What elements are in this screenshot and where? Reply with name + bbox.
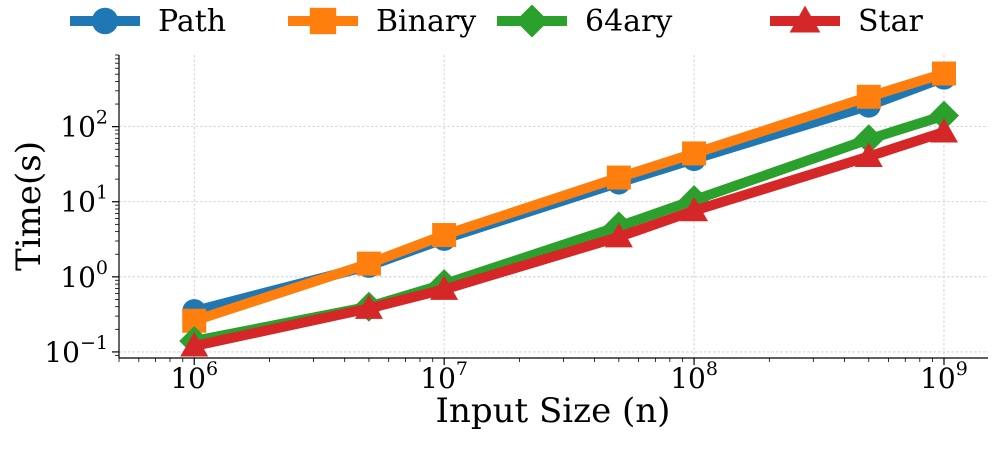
legend-label: Star	[858, 4, 923, 39]
data-point	[682, 141, 707, 166]
x-tick-label: 108	[670, 358, 718, 395]
legend-item-binary: Binary	[288, 4, 476, 39]
legend-label: Path	[158, 4, 226, 39]
legend-label: 64ary	[585, 4, 672, 39]
data-point	[854, 142, 883, 168]
x-axis-label: Input Size (n)	[436, 391, 671, 431]
x-tick-label: 106	[170, 358, 218, 395]
series-star	[180, 117, 958, 357]
data-point	[680, 196, 709, 222]
data-point	[606, 165, 631, 190]
y-tick-label: 100	[60, 257, 108, 294]
data-point	[430, 275, 459, 300]
legend: Path Binary 64ary Star	[70, 4, 923, 39]
data-point	[356, 251, 381, 276]
data-point	[856, 84, 881, 109]
data-point	[432, 223, 457, 248]
data-point	[91, 7, 119, 35]
x-tick-label: 109	[920, 358, 968, 395]
legend-label: Binary	[376, 4, 476, 39]
axes	[118, 55, 988, 359]
x-tick-label: 107	[420, 358, 468, 395]
tick-marks: 106 107 108 109 10−1 100 101 102	[44, 54, 968, 395]
legend-item-star: Star	[770, 4, 923, 39]
data-point	[354, 294, 383, 319]
series-line	[193, 110, 946, 346]
data-point	[928, 100, 959, 131]
data-point	[853, 124, 884, 155]
legend-item-path: Path	[70, 4, 226, 39]
series-binary	[182, 61, 956, 333]
series-64ary	[179, 100, 959, 356]
series-line	[192, 68, 946, 326]
data-point	[931, 61, 956, 86]
data-point	[180, 331, 209, 357]
y-tick-label: 102	[60, 107, 108, 144]
y-tick-label: 101	[60, 182, 108, 219]
y-axis-label: Time(s)	[9, 141, 49, 271]
data-series	[179, 61, 959, 357]
legend-item-64ary: 64ary	[497, 4, 672, 39]
data-point	[309, 7, 337, 35]
data-point	[789, 5, 821, 33]
y-tick-label: 10−1	[44, 332, 108, 369]
data-point	[929, 117, 958, 143]
data-point	[515, 4, 549, 38]
data-point	[604, 222, 633, 248]
